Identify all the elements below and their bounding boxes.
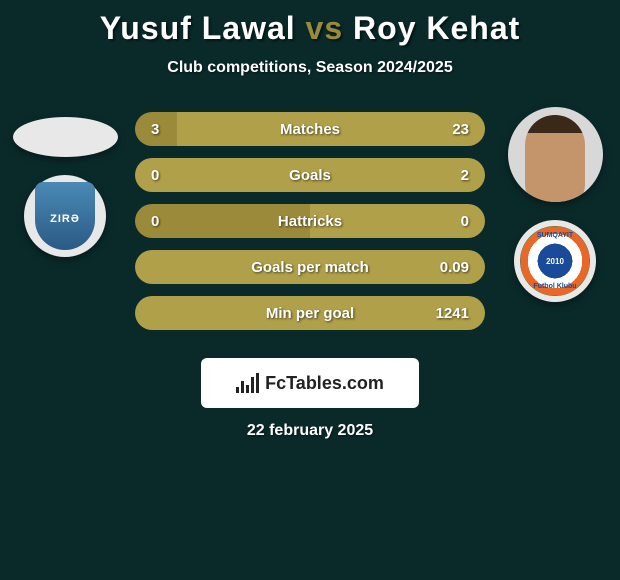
club-badge-left-inner: ZIRƏ	[35, 182, 95, 250]
club1-label: ZIRƏ	[50, 213, 80, 225]
player1-photo	[13, 117, 118, 157]
stat-label: Goals per match	[251, 259, 369, 276]
club2-label-bottom: Futbol Klubu	[520, 283, 590, 290]
club2-label-top: SUMQAYIT	[520, 232, 590, 239]
player2-photo	[508, 107, 603, 202]
stat-label: Matches	[280, 121, 340, 138]
player2-club-badge: SUMQAYIT 2010 Futbol Klubu	[514, 220, 596, 302]
stat-value-right: 0.09	[440, 259, 469, 276]
left-column: ZIRƏ	[5, 107, 125, 257]
stat-value-left: 0	[151, 167, 159, 184]
stat-value-right: 0	[461, 213, 469, 230]
player1-club-badge: ZIRƏ	[24, 175, 106, 257]
page-title: Yusuf Lawal vs Roy Kehat	[0, 10, 620, 47]
stat-value-left: 3	[151, 121, 159, 138]
stat-row: Min per goal 1241	[135, 296, 485, 330]
stat-row: 3 Matches 23	[135, 112, 485, 146]
player1-name: Yusuf Lawal	[100, 10, 296, 46]
stat-row: Goals per match 0.09	[135, 250, 485, 284]
stat-value-left: 0	[151, 213, 159, 230]
club2-year: 2010	[520, 257, 590, 266]
site-name: FcTables.com	[265, 373, 384, 394]
stats-column: 3 Matches 23 0 Goals 2 0 Hattricks 0 Goals per ma…	[135, 112, 485, 330]
player2-face	[525, 115, 585, 202]
stat-value-right: 23	[452, 121, 469, 138]
stat-label: Min per goal	[266, 305, 354, 322]
stat-value-right: 1241	[436, 305, 469, 322]
stat-row: 0 Hattricks 0	[135, 204, 485, 238]
stat-row: 0 Goals 2	[135, 158, 485, 192]
main-area: ZIRƏ 3 Matches 23 0 Goals 2 0 Hattricks 0 Goals p…	[0, 107, 620, 330]
stat-value-right: 2	[461, 167, 469, 184]
club-badge-right-inner: SUMQAYIT 2010 Futbol Klubu	[520, 226, 590, 296]
logo-bars-icon	[236, 373, 259, 393]
stat-label: Hattricks	[278, 213, 342, 230]
stat-label: Goals	[289, 167, 331, 184]
right-column: SUMQAYIT 2010 Futbol Klubu	[495, 107, 615, 302]
player2-name: Roy Kehat	[353, 10, 520, 46]
footer-date: 22 february 2025	[0, 422, 620, 440]
vs-separator: vs	[306, 10, 344, 46]
comparison-card: Yusuf Lawal vs Roy Kehat Club competitio…	[0, 0, 620, 450]
site-logo: FcTables.com	[201, 358, 419, 408]
subtitle: Club competitions, Season 2024/2025	[0, 59, 620, 77]
